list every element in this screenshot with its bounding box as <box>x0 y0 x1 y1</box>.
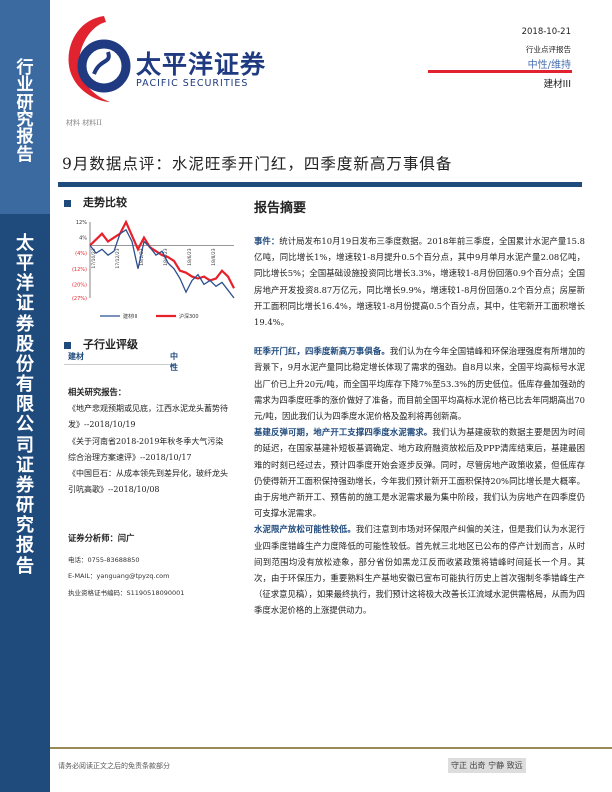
analyst-license: 执业资格证书编码：S1190518090001 <box>68 589 185 597</box>
report-date: 2018-10-21 <box>521 27 571 37</box>
sub-rating-heading-text: 子行业评级 <box>83 338 138 351</box>
sector: 建材III <box>543 79 571 90</box>
title-divider <box>58 182 582 187</box>
trend-heading: 走势比较 <box>64 194 127 210</box>
page-title: 9月数据点评：水泥旺季开门红，四季度新高万事俱备 <box>62 155 453 173</box>
sidebar-bottom-band <box>0 214 50 792</box>
x-tick-label: 18/6/23 <box>187 248 193 265</box>
bullet-icon <box>64 341 71 349</box>
paragraph-lead: 旺季开门红，四季度新高万事俱备。 <box>254 346 390 357</box>
header-divider <box>428 70 572 73</box>
summary-paragraph: 水泥限产放松可能性较低。我们注意到市场对环保限产纠偏的关注，但是我们认为水泥行业… <box>254 521 585 618</box>
rating: 中性/维持 <box>527 60 571 71</box>
footer-divider <box>50 747 612 749</box>
y-tick-label: (27%) <box>72 296 87 302</box>
paragraph-lead: 水泥限产放松可能性较低。 <box>254 524 356 535</box>
analyst-name: 证券分析师：闫广 <box>68 533 135 543</box>
y-tick-label: 12% <box>76 220 87 226</box>
sidebar-report-type: 行业研究报告 <box>16 58 34 165</box>
paragraph-lead: 基建反弹可期，地产开工支撑四季度水泥需求。 <box>254 427 433 438</box>
disclaimer-note: 请务必阅读正文之后的免责条款部分 <box>58 762 170 770</box>
brand-name-en: PACIFIC SECURITIES <box>136 78 249 89</box>
analyst-phone: 电话：0755-83688850 <box>68 556 140 564</box>
x-tick-label: 18/8/23 <box>211 248 217 265</box>
x-tick-label: 17/10/23 <box>91 248 97 268</box>
related-report-link[interactable]: 《关于河南省2018-2019年秋冬季大气污染综合治理方案速评》--2018/1… <box>68 436 224 462</box>
trend-chart: 12% 4% (4%) (12%) (20%) (27%) 17/10/23 17/12/23… <box>72 219 235 320</box>
related-heading: 相关研究报告： <box>68 387 127 397</box>
brand-name-cn: 太平洋证券 <box>136 50 267 79</box>
x-tick-label: 18/2/23 <box>139 248 145 265</box>
legend-label: 建材III <box>123 313 137 320</box>
pacific-securities-logo <box>68 16 131 102</box>
sub-rating-row: 建材 中性 <box>64 351 178 372</box>
related-report-link[interactable]: 《地产悲观预期或见底，江西水泥龙头蓄势待发》--2018/10/19 <box>68 404 228 430</box>
summary-paragraph: 事件：统计局发布10月19日发布三季度数据。2018年前三季度，全国累计水泥产量… <box>254 233 585 330</box>
series-line <box>89 228 235 299</box>
paragraph-lead: 事件： <box>254 236 280 246</box>
trend-heading-text: 走势比较 <box>83 196 127 209</box>
analyst-email[interactable]: E-MAIL：yanguang@tpyzq.com <box>68 572 170 580</box>
category: 材料 材料II <box>66 119 102 127</box>
paragraph-text: 我们认为在今年全国错峰和环保治理强度有所增加的背景下，9月水泥产量同比稳定增长体… <box>254 346 585 422</box>
sub-industry-name: 建材 <box>68 351 84 361</box>
y-tick-label: (4%) <box>75 251 87 257</box>
company-motto: 守正 出奇 宁静 致远 <box>448 758 526 773</box>
summary-paragraph: 旺季开门红，四季度新高万事俱备。我们认为在今年全国错峰和环保治理强度有所增加的背… <box>254 343 585 424</box>
y-tick-label: 4% <box>79 236 87 242</box>
related-report-link[interactable]: 《中国巨石：从成本领先到差异化，玻纤龙头引吭高歌》--2018/10/08 <box>68 469 228 495</box>
report-type: 行业点评报告 <box>526 45 571 54</box>
sub-rating-heading: 子行业评级 <box>64 336 138 352</box>
related-list: 《地产悲观预期或见底，江西水泥龙头蓄势待发》--2018/10/19 《关于河南… <box>68 401 228 499</box>
paragraph-text: 我们认为基建疲软的数据主要是因为时间的延迟，在国家基建补短板基调确定、地方政府融… <box>254 427 586 519</box>
paragraph-text: 我们注意到市场对环保限产纠偏的关注，但是我们认为水泥行业四季度错峰生产力度降低的… <box>254 524 586 616</box>
legend-label: 沪深300 <box>179 313 199 320</box>
paragraph-text: 统计局发布10月19日发布三季度数据。2018年前三季度，全国累计水泥产量15.… <box>254 236 586 328</box>
summary-paragraph: 基建反弹可期，地产开工支撑四季度水泥需求。我们认为基建疲软的数据主要是因为时间的… <box>254 424 585 521</box>
y-tick-label: (20%) <box>72 282 87 288</box>
x-tick-label: 17/12/23 <box>115 248 121 268</box>
sub-industry-rating: 中性 <box>170 351 178 372</box>
sidebar-company: 太平洋证券股份有限公司证券研究报告 <box>16 233 34 577</box>
bullet-icon <box>64 199 71 207</box>
summary-heading: 报告摘要 <box>254 201 307 216</box>
sidebar-top-band <box>0 0 50 214</box>
y-tick-label: (12%) <box>72 267 87 273</box>
summary-body: 事件：统计局发布10月19日发布三季度数据。2018年前三季度，全国累计水泥产量… <box>254 233 585 619</box>
